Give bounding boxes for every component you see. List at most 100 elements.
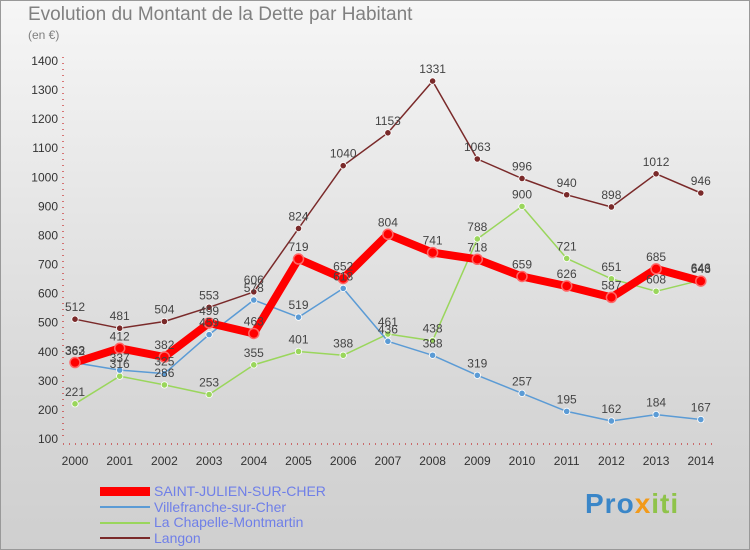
data-label: 741 xyxy=(423,234,443,248)
legend-swatch xyxy=(100,521,150,524)
data-point xyxy=(205,331,213,339)
data-label: 646 xyxy=(691,261,711,275)
y-tick-label: 1000 xyxy=(31,170,58,184)
data-label: 461 xyxy=(378,315,398,329)
y-tick-label: 600 xyxy=(38,287,58,301)
x-tick-label: 2013 xyxy=(643,454,670,468)
y-tick-label: 300 xyxy=(38,374,58,388)
data-point xyxy=(471,253,484,266)
data-point xyxy=(563,191,571,199)
legend-swatch xyxy=(100,537,150,540)
data-label: 804 xyxy=(378,215,398,229)
data-label: 626 xyxy=(557,267,577,281)
data-point xyxy=(71,400,79,408)
data-point xyxy=(160,369,168,378)
data-label: 481 xyxy=(110,309,130,323)
logo-part-3: iti xyxy=(651,488,680,519)
data-label: 788 xyxy=(467,220,487,234)
data-point xyxy=(428,351,437,359)
data-point xyxy=(294,313,303,321)
data-point xyxy=(473,235,481,243)
data-label: 286 xyxy=(154,366,174,380)
data-label: 1040 xyxy=(330,147,357,161)
data-point xyxy=(384,330,392,338)
data-label: 606 xyxy=(244,273,264,287)
chart-title: Evolution du Montant de la Dette par Hab… xyxy=(28,4,413,25)
x-tick-label: 2001 xyxy=(106,454,133,468)
data-point xyxy=(695,275,707,287)
data-point xyxy=(652,410,660,419)
data-point xyxy=(607,275,616,283)
data-label: 946 xyxy=(691,174,711,188)
data-label: 499 xyxy=(199,304,219,318)
data-label: 167 xyxy=(691,401,711,415)
data-label: 382 xyxy=(154,338,174,352)
data-point xyxy=(294,347,303,356)
data-point xyxy=(473,155,481,163)
data-label: 362 xyxy=(65,344,85,358)
data-point xyxy=(518,202,526,210)
axes: 100 200 300 400 500 600 700 800 900 1000 1100 1200 1… xyxy=(31,54,714,468)
data-point xyxy=(339,351,347,359)
data-point xyxy=(605,291,618,304)
data-point xyxy=(697,415,705,424)
data-label: 512 xyxy=(65,300,85,314)
data-point xyxy=(248,327,260,340)
data-point xyxy=(292,253,305,265)
data-label: 1012 xyxy=(643,155,670,169)
data-point xyxy=(250,296,258,304)
data-point xyxy=(607,417,616,425)
data-label: 504 xyxy=(154,303,174,317)
data-point xyxy=(384,129,392,137)
legend-label: Langon xyxy=(154,529,201,546)
data-label: 412 xyxy=(110,329,130,343)
data-label: 438 xyxy=(423,322,443,336)
data-point xyxy=(113,342,126,355)
data-label: 940 xyxy=(557,176,577,190)
data-point xyxy=(339,162,347,170)
data-label: 898 xyxy=(601,188,621,202)
data-label: 388 xyxy=(333,336,353,350)
y-tick-label: 800 xyxy=(38,228,58,242)
data-label: 459 xyxy=(199,316,219,330)
data-point xyxy=(652,170,660,178)
data-label: 184 xyxy=(646,396,666,410)
data-label: 325 xyxy=(154,355,174,369)
data-point xyxy=(205,303,213,311)
data-label: 162 xyxy=(601,402,621,416)
x-tick-label: 2008 xyxy=(419,454,446,468)
data-label: 388 xyxy=(423,336,443,350)
data-label: 355 xyxy=(244,346,264,360)
data-label: 587 xyxy=(601,278,621,292)
data-point xyxy=(650,263,662,275)
logo-part-1: Pro xyxy=(585,488,635,519)
data-label: 996 xyxy=(512,159,532,173)
legend-item: Villefranche-sur-Cher xyxy=(100,499,326,516)
legend-label: La Chapelle-Montmartin xyxy=(154,514,304,531)
y-tick-label: 200 xyxy=(38,403,58,417)
data-label: 253 xyxy=(199,376,219,390)
logo-part-2: x xyxy=(634,488,652,519)
x-tick-label: 2010 xyxy=(509,454,536,468)
data-label: 463 xyxy=(244,314,264,328)
data-point xyxy=(560,280,573,292)
y-tick-label: 1100 xyxy=(32,141,58,155)
data-label: 721 xyxy=(557,239,577,253)
data-point xyxy=(337,272,349,285)
data-point xyxy=(160,317,168,326)
x-tick-label: 2014 xyxy=(687,454,714,468)
legend-label: SAINT-JULIEN-SUR-CHER xyxy=(154,483,326,500)
data-label: 1063 xyxy=(464,140,491,154)
value-labels: 512 481 504 553 606 824 1040 1153 1331 1063 996 940… xyxy=(65,62,711,416)
x-tick-label: 2006 xyxy=(330,454,357,468)
chart-unit: (en €) xyxy=(28,28,60,42)
data-label: 608 xyxy=(646,272,666,286)
data-point xyxy=(382,228,394,241)
data-point xyxy=(116,372,124,380)
y-tick-label: 900 xyxy=(38,199,58,213)
data-point xyxy=(607,203,616,211)
data-point xyxy=(339,284,347,292)
series-lines xyxy=(69,77,707,425)
y-tick-label: 700 xyxy=(38,258,58,272)
